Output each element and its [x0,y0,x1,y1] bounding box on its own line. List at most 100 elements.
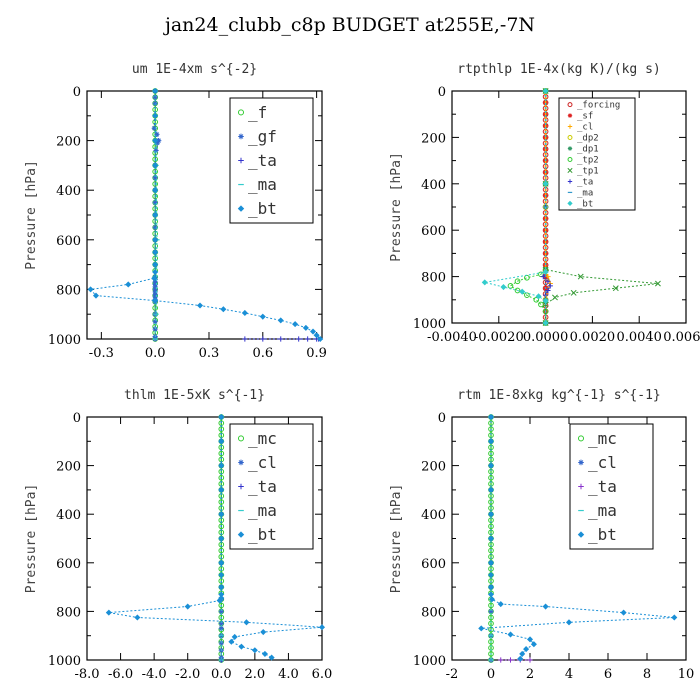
data-point [218,511,225,518]
y-tick-label: 400 [421,508,446,523]
data-point [543,204,549,210]
data-point [543,169,549,175]
data-point [517,655,524,662]
data-point [542,151,549,158]
data-point [218,571,225,578]
data-point [543,239,549,245]
data-point [612,285,619,292]
legend-entry: _ta [588,477,617,496]
data-point [152,274,158,280]
plot-frame [451,416,687,661]
legend-marker [237,109,245,116]
data-point [218,608,224,614]
data-point [543,297,549,303]
data-point [488,608,494,614]
y-tick-label: 1000 [413,317,446,332]
data-point [152,181,159,187]
data-point [543,88,549,94]
data-point [542,297,549,304]
data-point [542,308,549,315]
y-axis-label: Pressure [hPa] [24,160,39,270]
data-point [152,261,159,268]
data-point [543,192,549,198]
data-point [488,438,494,445]
legend-entry: _ma [248,501,277,520]
legend-entry: _ta [248,477,277,496]
series-mc [488,414,494,663]
x-tick-label: 0.0 [211,667,232,682]
data-point [218,620,224,627]
data-point [488,614,494,621]
series-ta [540,88,553,326]
series-line [89,91,321,340]
data-point [152,276,158,283]
data-point [152,88,158,94]
data-point [218,493,225,499]
data-point [487,591,495,598]
data-point [152,156,159,163]
data-point [260,336,266,342]
data-point [152,267,159,274]
data-point [152,261,159,268]
legend-entry: _mc [248,429,277,448]
data-point [487,584,495,591]
data-point [488,578,494,584]
data-point [218,584,224,590]
y-tick-label: 0 [438,85,446,100]
data-point [152,284,158,290]
data-point [542,238,549,245]
data-point [152,174,159,181]
data-point [545,287,551,294]
data-point [545,287,551,294]
data-point [218,560,224,566]
data-point [543,88,549,94]
data-point [152,137,159,144]
data-point [218,640,224,646]
legend: _mc _cl _ta _ma _bt [569,423,654,550]
data-point [228,638,235,645]
data-point [105,609,112,616]
data-point [218,487,224,493]
data-point [218,487,225,493]
data-point [543,250,549,256]
y-tick-label: 1000 [413,654,446,669]
data-point [488,645,494,651]
data-point [487,559,495,566]
data-point [152,236,159,243]
data-point [542,273,549,280]
legend-entry: _forcing [577,101,620,111]
data-point [152,292,159,299]
data-point [296,336,302,342]
data-point [542,320,549,326]
y-tick-label: 800 [421,605,446,620]
data-point [310,328,317,335]
data-point [543,227,549,233]
legend-marker [567,146,573,151]
data-point [218,596,225,603]
data-point [488,487,494,493]
x-tick-label: 0.0040 [616,330,662,345]
data-point [543,181,549,187]
series-gf [151,88,162,342]
data-point [519,288,526,295]
data-point [218,414,225,420]
data-point [542,169,549,176]
data-point [488,438,494,444]
data-point [151,275,158,282]
y-tick-label: 0 [73,85,81,100]
data-point [218,474,225,481]
legend-entry: _cl [248,453,277,472]
data-point [542,175,549,181]
legend-marker [238,483,244,490]
data-point [152,100,158,106]
data-point [218,462,225,469]
data-point [152,336,158,342]
data-point [488,487,494,493]
data-point [218,572,225,578]
data-point [218,426,225,432]
legend-entry: _ta [577,178,593,188]
data-point [152,262,158,268]
data-point [218,414,224,420]
data-point [218,654,224,661]
